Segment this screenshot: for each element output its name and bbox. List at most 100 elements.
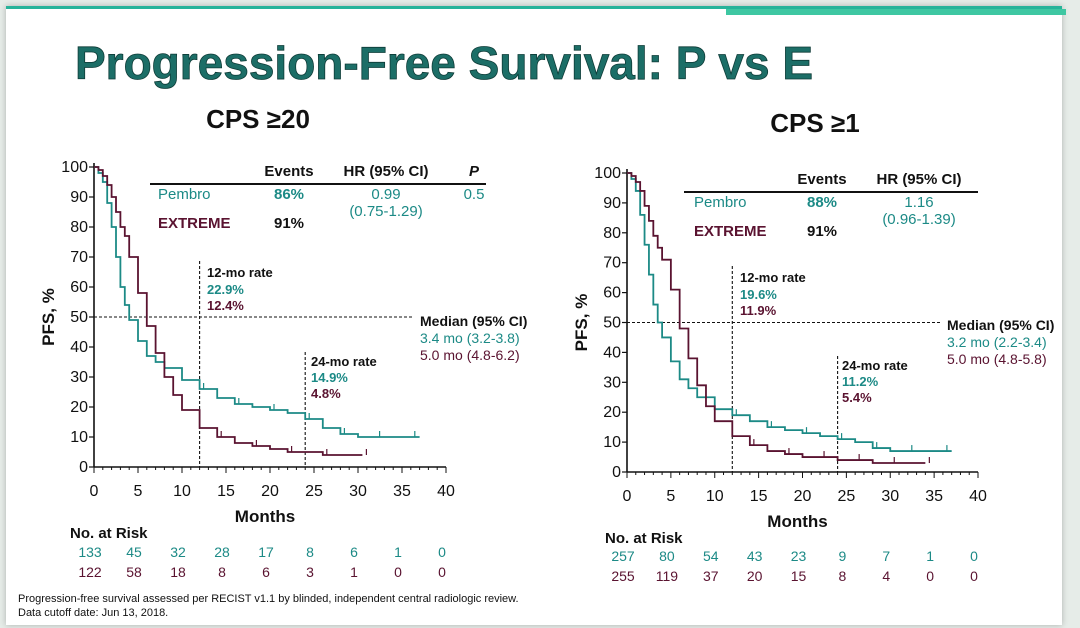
x-tick-label: 20 <box>794 488 812 505</box>
pembro-legend-label: Pembro <box>158 186 211 203</box>
risk-pembro-value: 80 <box>659 548 675 564</box>
median-extreme: 5.0 mo (4.8-6.2) <box>420 347 520 363</box>
y-axis-label: PFS, % <box>39 288 58 346</box>
x-tick-label: 0 <box>623 488 632 505</box>
x-axis-label: Months <box>767 512 827 531</box>
risk-table-title: No. at Risk <box>605 530 683 547</box>
risk-extreme-value: 119 <box>656 568 679 584</box>
median-label: Median (95% CI) <box>947 317 1054 333</box>
x-tick-label: 5 <box>134 483 143 500</box>
events-header: Events <box>797 171 846 188</box>
y-tick-label: 20 <box>603 404 621 421</box>
x-tick-label: 35 <box>393 483 411 500</box>
risk-extreme-value: 15 <box>791 568 807 584</box>
risk-extreme-value: 58 <box>126 564 142 580</box>
y-axis-label: PFS, % <box>572 294 591 352</box>
rate-12mo-label: 12-mo rate <box>207 265 273 280</box>
risk-pembro-value: 23 <box>791 548 807 564</box>
y-tick-label: 20 <box>70 399 88 416</box>
y-tick-label: 30 <box>603 374 621 391</box>
rate-24mo-extreme: 4.8% <box>311 386 341 401</box>
x-tick-label: 10 <box>706 488 724 505</box>
x-tick-label: 10 <box>173 483 191 500</box>
risk-pembro-value: 0 <box>970 548 978 564</box>
rate-12mo-pembro: 22.9% <box>207 282 244 297</box>
risk-pembro-value: 54 <box>703 548 719 564</box>
slide-title: Progression-Free Survival: P vs E <box>75 37 813 89</box>
pembro-legend-label: Pembro <box>694 194 747 211</box>
risk-pembro-value: 9 <box>838 548 846 564</box>
risk-pembro-value: 1 <box>926 548 934 564</box>
slide <box>6 6 1066 625</box>
x-tick-label: 25 <box>837 488 855 505</box>
x-tick-label: 15 <box>217 483 235 500</box>
extreme-legend-label: EXTREME <box>158 215 231 232</box>
risk-extreme-value: 0 <box>438 564 446 580</box>
x-tick-label: 20 <box>261 483 279 500</box>
y-tick-label: 70 <box>70 249 88 266</box>
hazard-ratio: 1.16 <box>904 194 933 211</box>
rate-12mo-extreme: 11.9% <box>740 303 777 318</box>
p-value: 0.5 <box>464 186 485 203</box>
pembro-events: 88% <box>807 194 837 211</box>
y-tick-label: 60 <box>603 285 621 302</box>
extreme-survival-curve <box>627 172 926 464</box>
rate-24mo-label: 24-mo rate <box>311 354 377 369</box>
x-tick-label: 30 <box>349 483 367 500</box>
risk-extreme-value: 0 <box>970 568 978 584</box>
y-tick-label: 90 <box>603 195 621 212</box>
risk-extreme-value: 1 <box>350 564 358 580</box>
median-pembro: 3.4 mo (3.2-3.8) <box>420 330 520 346</box>
rate-12mo-pembro: 19.6% <box>740 287 777 302</box>
risk-pembro-value: 32 <box>170 544 186 560</box>
y-tick-label: 0 <box>612 464 621 481</box>
risk-extreme-value: 6 <box>262 564 270 580</box>
risk-extreme-value: 37 <box>703 568 719 584</box>
risk-pembro-value: 6 <box>350 544 358 560</box>
y-tick-label: 80 <box>70 219 88 236</box>
risk-extreme-value: 3 <box>306 564 314 580</box>
risk-pembro-value: 0 <box>438 544 446 560</box>
y-tick-label: 60 <box>70 279 88 296</box>
y-tick-label: 90 <box>70 189 88 206</box>
x-tick-label: 40 <box>437 483 455 500</box>
y-tick-label: 40 <box>603 344 621 361</box>
y-tick-label: 10 <box>603 434 621 451</box>
x-tick-label: 5 <box>666 488 675 505</box>
risk-extreme-value: 255 <box>611 568 635 584</box>
risk-extreme-value: 8 <box>838 568 846 584</box>
y-tick-label: 30 <box>70 369 88 386</box>
x-tick-label: 40 <box>969 488 987 505</box>
corner-accent <box>726 9 1066 15</box>
risk-pembro-value: 28 <box>214 544 230 560</box>
hazard-ratio: 0.99 <box>371 186 400 203</box>
risk-extreme-value: 122 <box>78 564 102 580</box>
risk-extreme-value: 20 <box>747 568 763 584</box>
x-tick-label: 30 <box>881 488 899 505</box>
rate-24mo-pembro: 11.2% <box>842 374 879 389</box>
x-axis-label: Months <box>235 507 295 526</box>
median-extreme: 5.0 mo (4.8-5.8) <box>947 351 1047 367</box>
risk-table-title: No. at Risk <box>70 525 148 542</box>
y-tick-label: 50 <box>603 315 621 332</box>
footnote-line-2: Data cutoff date: Jun 13, 2018. <box>18 607 168 619</box>
extreme-survival-curve <box>94 166 363 456</box>
median-pembro: 3.2 mo (2.2-3.4) <box>947 334 1047 350</box>
risk-extreme-value: 8 <box>218 564 226 580</box>
extreme-events: 91% <box>807 223 837 240</box>
footnote-line-1: Progression-free survival assessed per R… <box>18 593 519 605</box>
rate-12mo-label: 12-mo rate <box>740 270 806 285</box>
risk-extreme-value: 18 <box>170 564 186 580</box>
y-tick-label: 40 <box>70 339 88 356</box>
y-tick-label: 100 <box>594 165 621 182</box>
rate-12mo-extreme: 12.4% <box>207 298 244 313</box>
events-header: Events <box>264 163 313 180</box>
median-label: Median (95% CI) <box>420 313 527 329</box>
risk-extreme-value: 4 <box>882 568 890 584</box>
x-tick-label: 0 <box>90 483 99 500</box>
x-tick-label: 35 <box>925 488 943 505</box>
pembro-survival-curve <box>627 172 952 452</box>
y-tick-label: 10 <box>70 429 88 446</box>
